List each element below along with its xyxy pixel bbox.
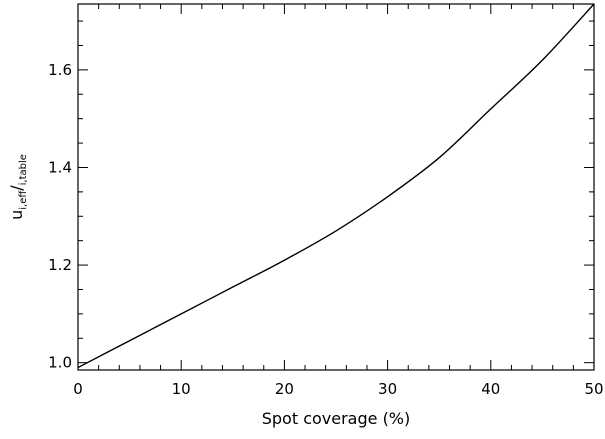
y-label-den-sub: i,table <box>18 154 29 185</box>
axis-tick-labels: 0 10 20 30 40 50 1.0 1.2 1.4 1.6 <box>48 61 603 398</box>
x-tick-label: 50 <box>584 380 603 398</box>
x-tick-label: 30 <box>378 380 397 398</box>
y-tick-label: 1.4 <box>48 158 72 176</box>
x-tick-label: 0 <box>73 380 83 398</box>
x-tick-label: 10 <box>172 380 191 398</box>
y-axis-label: ui,eff/i,table <box>7 154 29 220</box>
y-tick-label: 1.0 <box>48 354 72 372</box>
x-axis-label: Spot coverage (%) <box>262 409 411 428</box>
x-tick-label: 20 <box>275 380 294 398</box>
plot-frame <box>77 3 595 371</box>
series-line <box>77 3 595 369</box>
y-label-num-sub: i,eff <box>18 190 29 210</box>
axis-ticks <box>77 4 595 370</box>
x-tick-label: 40 <box>481 380 500 398</box>
y-label-main: u <box>7 210 26 220</box>
y-label-slash: / <box>7 185 26 191</box>
y-tick-label: 1.2 <box>48 256 72 274</box>
y-tick-label: 1.6 <box>48 61 72 79</box>
